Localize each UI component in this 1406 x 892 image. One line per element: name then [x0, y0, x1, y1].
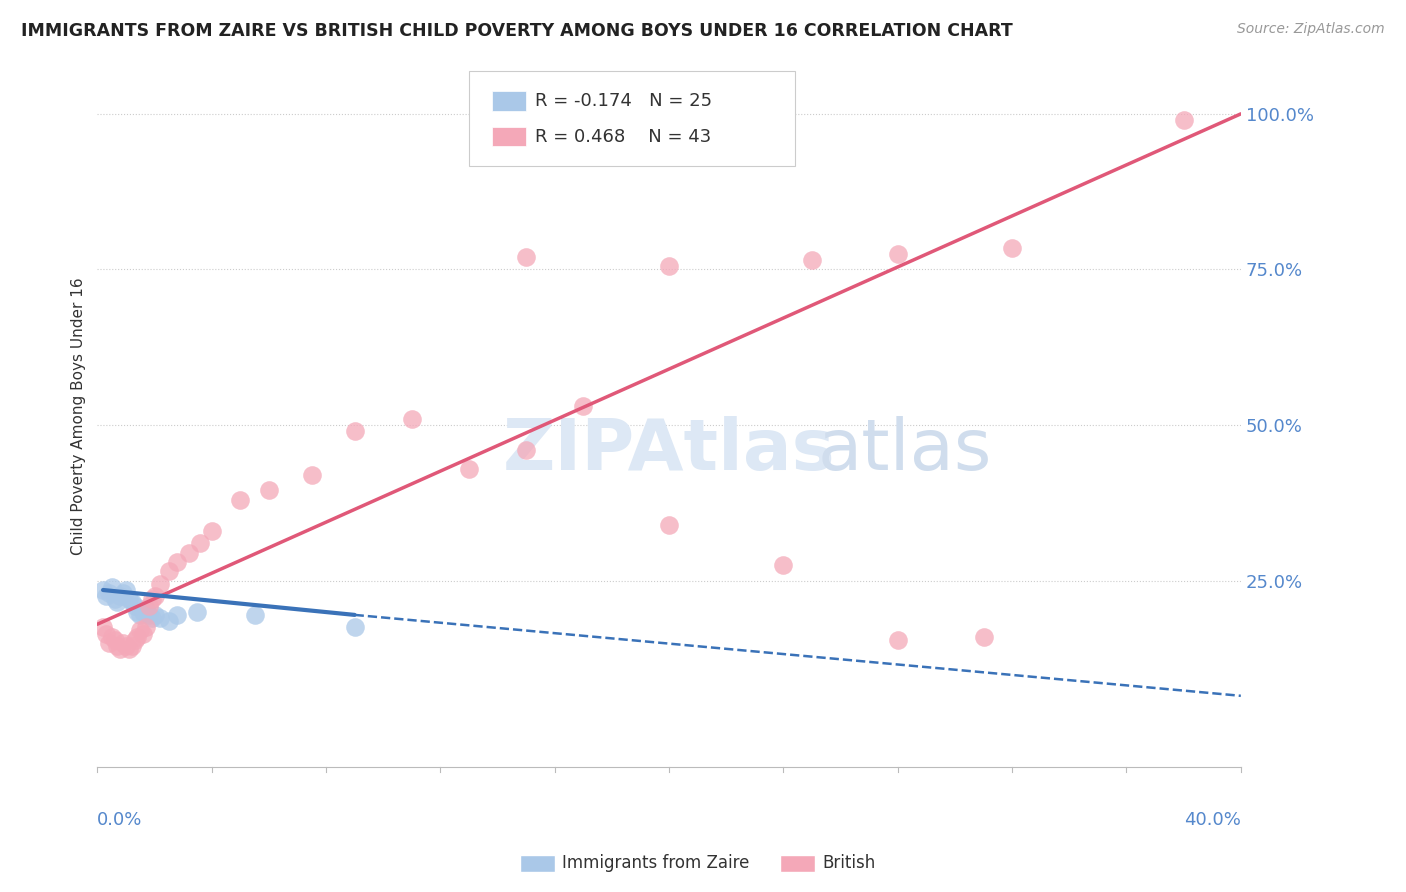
Text: ZIPAtlas: ZIPAtlas	[503, 417, 835, 485]
Point	[166, 607, 188, 622]
Point	[124, 632, 146, 647]
Point	[658, 260, 681, 274]
Point	[121, 639, 143, 653]
Point	[343, 425, 366, 439]
Point	[94, 589, 117, 603]
Point	[243, 607, 266, 622]
Point	[229, 492, 252, 507]
Point	[103, 632, 125, 647]
Point	[97, 636, 120, 650]
Point	[515, 442, 537, 457]
Point	[127, 605, 149, 619]
Text: atlas: atlas	[818, 417, 993, 485]
Point	[143, 607, 166, 622]
Text: 0.0%: 0.0%	[97, 811, 143, 829]
Point	[141, 611, 163, 625]
Point	[112, 636, 135, 650]
Y-axis label: Child Poverty Among Boys Under 16: Child Poverty Among Boys Under 16	[72, 277, 86, 555]
Point	[1173, 113, 1195, 128]
Point	[149, 576, 172, 591]
Point	[135, 620, 157, 634]
Point	[458, 461, 481, 475]
Point	[110, 589, 132, 603]
Point	[100, 580, 122, 594]
Point	[887, 632, 910, 647]
Text: 40.0%: 40.0%	[1184, 811, 1241, 829]
Text: Immigrants from Zaire: Immigrants from Zaire	[562, 855, 749, 872]
Point	[166, 555, 188, 569]
Point	[141, 592, 163, 607]
Point	[343, 620, 366, 634]
Point	[157, 614, 180, 628]
Point	[177, 546, 200, 560]
Point	[201, 524, 224, 538]
Text: Source: ZipAtlas.com: Source: ZipAtlas.com	[1237, 22, 1385, 37]
Point	[100, 630, 122, 644]
Point	[801, 253, 824, 268]
Point	[143, 589, 166, 603]
Point	[129, 624, 152, 638]
Point	[127, 630, 149, 644]
Point	[138, 607, 160, 622]
Text: IMMIGRANTS FROM ZAIRE VS BRITISH CHILD POVERTY AMONG BOYS UNDER 16 CORRELATION C: IMMIGRANTS FROM ZAIRE VS BRITISH CHILD P…	[21, 22, 1012, 40]
Point	[121, 595, 143, 609]
FancyBboxPatch shape	[492, 127, 526, 146]
Point	[572, 400, 595, 414]
Point	[301, 467, 323, 482]
Point	[91, 582, 114, 597]
FancyBboxPatch shape	[470, 71, 794, 166]
Point	[94, 626, 117, 640]
Point	[129, 607, 152, 622]
Point	[887, 247, 910, 261]
Point	[401, 412, 423, 426]
Point	[105, 639, 128, 653]
Point	[157, 565, 180, 579]
Text: R = 0.468    N = 43: R = 0.468 N = 43	[536, 128, 711, 145]
Point	[772, 558, 794, 573]
Point	[112, 586, 135, 600]
Point	[132, 605, 155, 619]
Point	[132, 626, 155, 640]
Point	[149, 611, 172, 625]
Point	[91, 620, 114, 634]
Point	[138, 599, 160, 613]
Point	[118, 592, 141, 607]
FancyBboxPatch shape	[492, 92, 526, 112]
Point	[257, 483, 280, 498]
Text: R = -0.174   N = 25: R = -0.174 N = 25	[536, 93, 713, 111]
Point	[97, 586, 120, 600]
Point	[118, 642, 141, 657]
Text: British: British	[823, 855, 876, 872]
Point	[124, 599, 146, 613]
Point	[105, 595, 128, 609]
Point	[973, 630, 995, 644]
Point	[658, 517, 681, 532]
Point	[188, 536, 211, 550]
Point	[1001, 241, 1024, 255]
Point	[115, 639, 138, 653]
Point	[103, 592, 125, 607]
Point	[110, 642, 132, 657]
Point	[186, 605, 208, 619]
Point	[115, 582, 138, 597]
Point	[515, 250, 537, 264]
Point	[135, 601, 157, 615]
